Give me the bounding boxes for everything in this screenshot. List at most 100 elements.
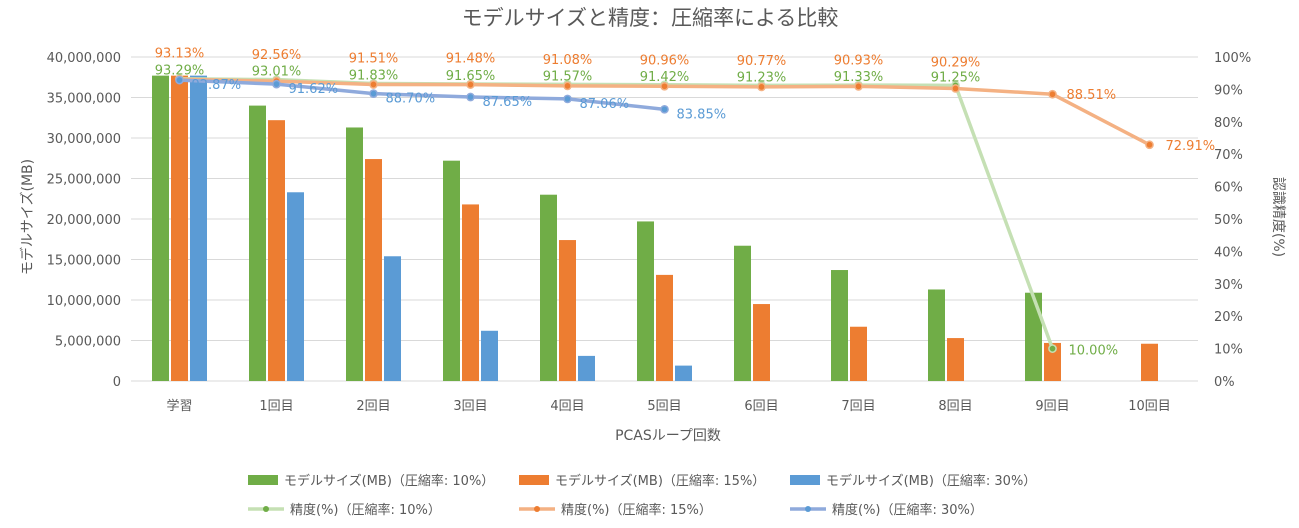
series-line-green [177, 76, 1055, 351]
y2-tick-label: 80% [1214, 116, 1243, 131]
point-orange [757, 82, 766, 92]
bar-orange [753, 304, 770, 381]
data-label-green: 91.25% [931, 70, 981, 85]
data-label-orange: 93.13% [155, 46, 205, 61]
y2-axis-ticks: 0% 10% 20% 30% 40% 50% 60% 70% 80% 90% 100% [1214, 51, 1251, 390]
point-orange [563, 81, 572, 91]
x-tick-label: 10回目 [1128, 399, 1171, 414]
legend-marker-orange [534, 506, 540, 512]
data-label-orange: 72.91% [1166, 139, 1216, 154]
point-orange [951, 84, 960, 93]
x-tick-label: 2回目 [356, 399, 390, 414]
y-axis-ticks: 0 5,000,000 10,000,000 15,000,000 20,000,000… [47, 51, 121, 390]
x-axis-ticks: 学習 1回目 2回目 3回目 4回目 5回目 6回目 7回目 8回目 9回目 10回目 [166, 398, 1170, 414]
bar-orange [268, 120, 285, 382]
data-label-orange: 91.08% [543, 53, 593, 68]
data-label-green: 91.23% [737, 70, 787, 85]
x-tick-label: 5回目 [647, 399, 681, 414]
x-tick-label: 9回目 [1035, 399, 1069, 414]
point-blue [466, 92, 475, 102]
legend-swatch-green [248, 475, 278, 485]
bar-orange [462, 204, 479, 381]
data-label-green: 91.57% [543, 69, 593, 84]
legend-label: 精度(%)（圧縮率: 15%） [561, 502, 712, 518]
x-tick-label: 学習 [166, 398, 192, 414]
data-label-green: 91.83% [349, 68, 399, 83]
chart-title: モデルサイズと精度：圧縮率による比較 [462, 6, 839, 30]
legend-label: モデルサイズ(MB)（圧縮率: 15%） [555, 473, 765, 489]
point-blue [175, 75, 184, 85]
point-orange [1048, 89, 1057, 99]
legend: モデルサイズ(MB)（圧縮率: 10%） モデルサイズ(MB)（圧縮率: 15%）… [248, 473, 1036, 518]
data-label-orange: 91.48% [446, 52, 496, 67]
bar-blue [675, 365, 692, 381]
data-label-blue: 88.70% [386, 92, 436, 107]
bar-orange [850, 326, 867, 381]
y-tick-label: 25,000,000 [47, 173, 121, 188]
gridlines [131, 56, 1198, 382]
legend-marker-green [263, 506, 269, 512]
bar-orange [171, 75, 188, 381]
bar-blue [481, 330, 498, 381]
bar-orange [559, 240, 576, 381]
point-orange [854, 82, 863, 91]
point-blue [660, 104, 669, 114]
x-axis-title: PCASループ回数 [615, 428, 721, 444]
y-tick-label: 0 [113, 375, 121, 390]
data-label-blue: 87.06% [580, 97, 630, 112]
y2-axis-title: 認識精度(%) [1270, 177, 1286, 257]
bar-orange [365, 159, 382, 381]
y2-tick-label: 70% [1214, 148, 1243, 163]
legend-marker-blue [805, 506, 811, 512]
y2-tick-label: 60% [1214, 181, 1243, 196]
data-label-orange: 90.77% [737, 54, 787, 69]
y-tick-label: 20,000,000 [47, 213, 121, 228]
y2-tick-label: 50% [1214, 213, 1243, 228]
bar-green [346, 127, 363, 381]
data-label-blue: 87.65% [483, 95, 533, 110]
data-label-green: 91.42% [640, 70, 690, 85]
x-tick-label: 4回目 [550, 399, 584, 414]
bar-orange [1044, 342, 1061, 381]
data-labels: 93.29% 93.01% 91.83% 91.65% 91.57% 91.42% 91.2… [155, 46, 1215, 358]
data-label-green: 93.29% [155, 64, 205, 79]
point-blue [272, 79, 281, 89]
legend-swatch-blue [790, 475, 820, 485]
data-label-orange: 92.56% [252, 48, 302, 63]
y-tick-label: 5,000,000 [55, 335, 121, 350]
data-label-green: 10.00% [1069, 344, 1119, 359]
data-label-blue: 92.87% [192, 78, 242, 93]
bar-green [249, 105, 266, 381]
legend-label: 精度(%)（圧縮率: 10%） [290, 502, 441, 518]
point-orange [660, 81, 669, 91]
y2-tick-label: 90% [1214, 83, 1243, 98]
bar-blue [384, 256, 401, 381]
legend-swatch-orange [519, 475, 549, 485]
bar-green [540, 194, 557, 381]
series-line-blue [177, 78, 667, 112]
legend-label: 精度(%)（圧縮率: 30%） [832, 502, 983, 518]
y2-tick-label: 10% [1214, 343, 1243, 358]
data-label-green: 91.33% [834, 70, 884, 85]
y2-tick-label: 0% [1214, 375, 1235, 390]
point-blue [369, 89, 378, 98]
y2-tick-label: 100% [1214, 51, 1251, 66]
point-blue [563, 94, 572, 104]
bar-orange [947, 338, 964, 381]
x-tick-label: 3回目 [453, 399, 487, 414]
y2-tick-label: 20% [1214, 310, 1243, 325]
data-label-orange: 90.29% [931, 55, 981, 70]
data-label-green: 91.65% [446, 69, 496, 84]
y-tick-label: 40,000,000 [47, 51, 121, 66]
legend-label: モデルサイズ(MB)（圧縮率: 10%） [284, 473, 494, 489]
bar-blue [190, 75, 207, 381]
bar-green [734, 245, 751, 381]
x-tick-label: 1回目 [259, 399, 293, 414]
y-axis-title: モデルサイズ(MB) [19, 159, 36, 275]
bar-orange [1141, 343, 1158, 381]
data-label-orange: 90.96% [640, 53, 690, 68]
bar-green [1025, 292, 1042, 381]
bar-orange [656, 274, 673, 381]
data-label-orange: 88.51% [1067, 88, 1117, 103]
